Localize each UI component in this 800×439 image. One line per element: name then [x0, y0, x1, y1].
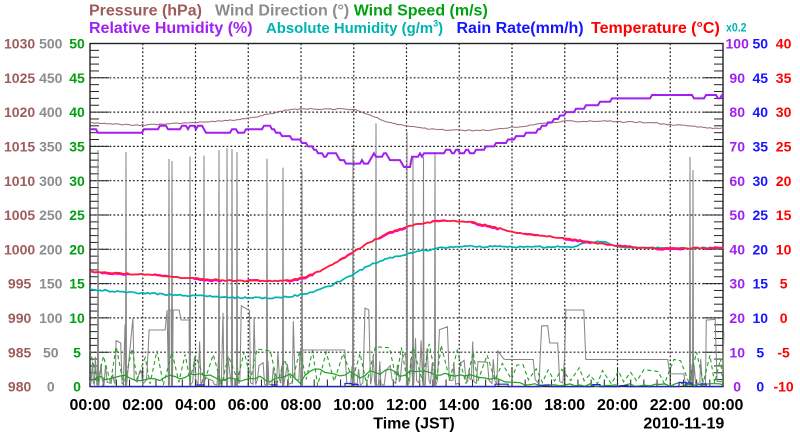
- svg-text:15: 15: [69, 276, 85, 292]
- svg-text:20:00: 20:00: [597, 397, 638, 414]
- svg-text:995: 995: [8, 276, 32, 292]
- svg-text:Time (JST): Time (JST): [373, 415, 455, 432]
- svg-text:Rain Rate(mm/h): Rain Rate(mm/h): [457, 20, 584, 37]
- svg-text:35: 35: [776, 70, 792, 86]
- svg-text:14:00: 14:00: [439, 397, 480, 414]
- svg-text:04:00: 04:00: [175, 397, 216, 414]
- svg-text:100: 100: [726, 36, 750, 52]
- svg-text:50: 50: [69, 36, 85, 52]
- svg-text:90: 90: [729, 70, 745, 86]
- svg-text:50: 50: [729, 207, 745, 223]
- svg-text:70: 70: [729, 139, 745, 155]
- svg-text:08:00: 08:00: [281, 397, 322, 414]
- svg-text:18:00: 18:00: [544, 397, 585, 414]
- svg-text:150: 150: [39, 276, 63, 292]
- svg-text:980: 980: [8, 379, 32, 395]
- svg-text:40: 40: [753, 104, 769, 120]
- svg-text:0: 0: [780, 310, 788, 326]
- svg-text:10: 10: [753, 310, 769, 326]
- svg-text:1005: 1005: [4, 207, 35, 223]
- svg-text:Relative Humidity (%): Relative Humidity (%): [89, 20, 253, 37]
- svg-text:45: 45: [69, 70, 85, 86]
- svg-text:5: 5: [780, 276, 788, 292]
- svg-text:10:00: 10:00: [333, 397, 374, 414]
- svg-text:50: 50: [43, 344, 59, 360]
- svg-text:30: 30: [753, 173, 769, 189]
- svg-text:10: 10: [69, 310, 85, 326]
- svg-text:990: 990: [8, 310, 32, 326]
- svg-text:40: 40: [729, 241, 745, 257]
- svg-text:10: 10: [729, 344, 745, 360]
- svg-text:20: 20: [776, 173, 792, 189]
- svg-text:2010-11-19: 2010-11-19: [643, 415, 724, 432]
- svg-text:Wind Direction (°): Wind Direction (°): [215, 2, 349, 19]
- svg-text:15: 15: [776, 207, 792, 223]
- svg-text:Absolute Humidity (g/m3): Absolute Humidity (g/m3): [266, 18, 443, 37]
- svg-text:0: 0: [73, 379, 81, 395]
- svg-text:50: 50: [753, 36, 769, 52]
- svg-text:-5: -5: [777, 344, 790, 360]
- svg-text:985: 985: [8, 344, 32, 360]
- svg-text:Pressure (hPa): Pressure (hPa): [89, 2, 202, 19]
- svg-text:10: 10: [776, 241, 792, 257]
- svg-text:30: 30: [729, 276, 745, 292]
- svg-text:20: 20: [69, 241, 85, 257]
- svg-text:40: 40: [776, 36, 792, 52]
- svg-text:25: 25: [753, 207, 769, 223]
- svg-text:-10: -10: [773, 379, 793, 395]
- svg-text:0: 0: [756, 379, 764, 395]
- svg-text:350: 350: [39, 139, 63, 155]
- svg-text:x0.2: x0.2: [726, 21, 747, 35]
- svg-text:1000: 1000: [4, 241, 35, 257]
- svg-text:60: 60: [729, 173, 745, 189]
- svg-text:1015: 1015: [4, 139, 35, 155]
- svg-text:0: 0: [47, 379, 55, 395]
- svg-text:5: 5: [73, 344, 81, 360]
- svg-text:1010: 1010: [4, 173, 35, 189]
- svg-text:16:00: 16:00: [492, 397, 533, 414]
- svg-text:80: 80: [729, 104, 745, 120]
- svg-text:5: 5: [756, 344, 764, 360]
- svg-text:500: 500: [39, 36, 63, 52]
- svg-text:450: 450: [39, 70, 63, 86]
- svg-text:1030: 1030: [4, 36, 35, 52]
- svg-text:20: 20: [729, 310, 745, 326]
- svg-text:15: 15: [753, 276, 769, 292]
- svg-text:Wind Speed (m/s): Wind Speed (m/s): [354, 2, 488, 19]
- svg-text:45: 45: [753, 70, 769, 86]
- svg-text:400: 400: [39, 104, 63, 120]
- svg-text:100: 100: [39, 310, 63, 326]
- svg-text:02:00: 02:00: [122, 397, 163, 414]
- svg-text:25: 25: [776, 139, 792, 155]
- svg-text:40: 40: [69, 104, 85, 120]
- svg-text:Temperature (°C): Temperature (°C): [591, 20, 720, 37]
- svg-text:0: 0: [733, 379, 741, 395]
- svg-text:20: 20: [753, 241, 769, 257]
- svg-text:06:00: 06:00: [228, 397, 269, 414]
- svg-text:35: 35: [753, 139, 769, 155]
- svg-text:300: 300: [39, 173, 63, 189]
- svg-text:1020: 1020: [4, 104, 35, 120]
- svg-text:00:00: 00:00: [703, 397, 744, 414]
- svg-text:30: 30: [776, 104, 792, 120]
- svg-text:22:00: 22:00: [650, 397, 691, 414]
- svg-text:200: 200: [39, 241, 63, 257]
- svg-text:35: 35: [69, 139, 85, 155]
- svg-text:250: 250: [39, 207, 63, 223]
- svg-text:25: 25: [69, 207, 85, 223]
- svg-text:30: 30: [69, 173, 85, 189]
- svg-text:12:00: 12:00: [386, 397, 427, 414]
- svg-text:00:00: 00:00: [70, 397, 111, 414]
- svg-text:1025: 1025: [4, 70, 35, 86]
